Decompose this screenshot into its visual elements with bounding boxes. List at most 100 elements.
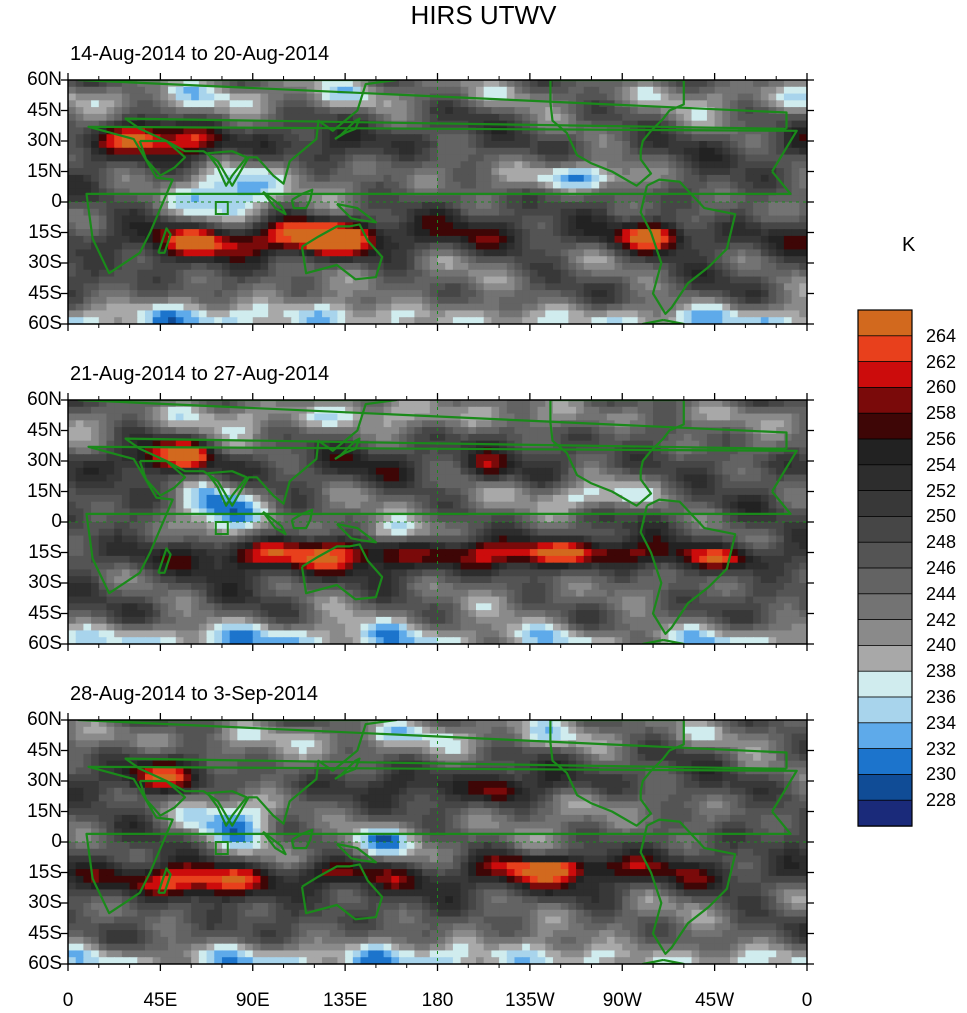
field-cell [406, 215, 416, 223]
field-cell [514, 235, 523, 244]
field-cell [799, 195, 807, 203]
field-cell [737, 222, 747, 230]
field-cell [730, 86, 739, 95]
field-cell [183, 276, 192, 284]
field-cell [191, 161, 200, 169]
field-cell [414, 454, 423, 462]
field-cell [753, 317, 762, 324]
field-cell [160, 107, 169, 115]
field-cell [506, 447, 516, 455]
field-cell [168, 290, 177, 298]
field-cell [637, 127, 646, 135]
field-cell [668, 120, 677, 129]
field-cell [714, 80, 723, 88]
field-cell [360, 276, 369, 284]
field-cell [483, 296, 492, 305]
field-cell [414, 93, 423, 101]
field-cell [237, 461, 246, 469]
field-cell [468, 400, 477, 408]
field-cell [791, 269, 800, 278]
field-cell [106, 467, 115, 476]
field-cell [160, 461, 169, 469]
field-cell [583, 290, 593, 298]
field-cell [514, 222, 523, 230]
field-cell [383, 427, 392, 435]
field-cell [237, 202, 246, 210]
field-cell [406, 249, 416, 257]
field-cell [499, 188, 508, 196]
field-cell [799, 427, 807, 435]
field-cell [653, 161, 662, 169]
field-cell [206, 481, 215, 489]
field-cell [491, 461, 500, 469]
field-cell [352, 433, 362, 442]
field-cell [668, 406, 677, 415]
field-cell [360, 249, 369, 257]
field-cell [491, 413, 500, 421]
field-cell [722, 174, 731, 183]
field-cell [383, 400, 392, 408]
field-cell [753, 269, 762, 278]
field-cell [529, 86, 539, 95]
field-cell [676, 134, 685, 142]
field-cell [799, 296, 807, 305]
field-cell [206, 249, 215, 257]
field-cell [691, 494, 700, 503]
field-cell [452, 80, 462, 88]
field-cell [268, 488, 277, 496]
field-cell [283, 263, 292, 271]
field-cell [260, 215, 269, 223]
field-cell [160, 467, 169, 476]
field-cell [576, 202, 585, 210]
field-cell [653, 134, 662, 142]
field-cell [691, 86, 700, 95]
field-cell [245, 208, 254, 217]
field-cell [399, 147, 408, 156]
field-cell [329, 256, 339, 264]
field-cell [75, 256, 84, 264]
field-cell [352, 488, 362, 496]
field-cell [214, 488, 223, 496]
field-cell [576, 276, 585, 284]
field-cell [676, 100, 685, 108]
field-cell [552, 488, 562, 496]
field-cell [506, 188, 516, 196]
field-cell [375, 195, 385, 203]
field-cell [460, 406, 469, 415]
field-cell [591, 290, 600, 298]
field-cell [753, 296, 762, 305]
field-cell [452, 86, 462, 95]
field-cell [160, 93, 169, 101]
field-cell [352, 283, 362, 291]
field-cell [291, 283, 300, 291]
field-cell [114, 413, 123, 421]
field-cell [691, 276, 700, 284]
field-cell [106, 447, 115, 455]
field-cell [568, 161, 577, 169]
field-cell [468, 249, 477, 257]
field-cell [645, 202, 654, 210]
field-cell [83, 256, 92, 264]
field-cell [706, 120, 716, 129]
field-cell [437, 303, 446, 312]
field-cell [676, 181, 685, 190]
field-cell [745, 181, 754, 190]
field-cell [406, 195, 416, 203]
field-cell [730, 174, 739, 183]
field-cell [737, 249, 747, 257]
field-cell [583, 168, 593, 176]
field-cell [329, 290, 339, 298]
field-cell [668, 269, 677, 278]
field-cell [245, 100, 254, 108]
field-cell [183, 269, 192, 278]
field-cell [760, 181, 770, 190]
field-cell [375, 494, 385, 503]
field-cell [753, 249, 762, 257]
field-cell [98, 181, 108, 190]
field-cell [552, 269, 562, 278]
field-cell [452, 242, 462, 251]
field-cell [437, 420, 446, 428]
field-cell [337, 242, 346, 251]
field-cell [352, 80, 362, 88]
